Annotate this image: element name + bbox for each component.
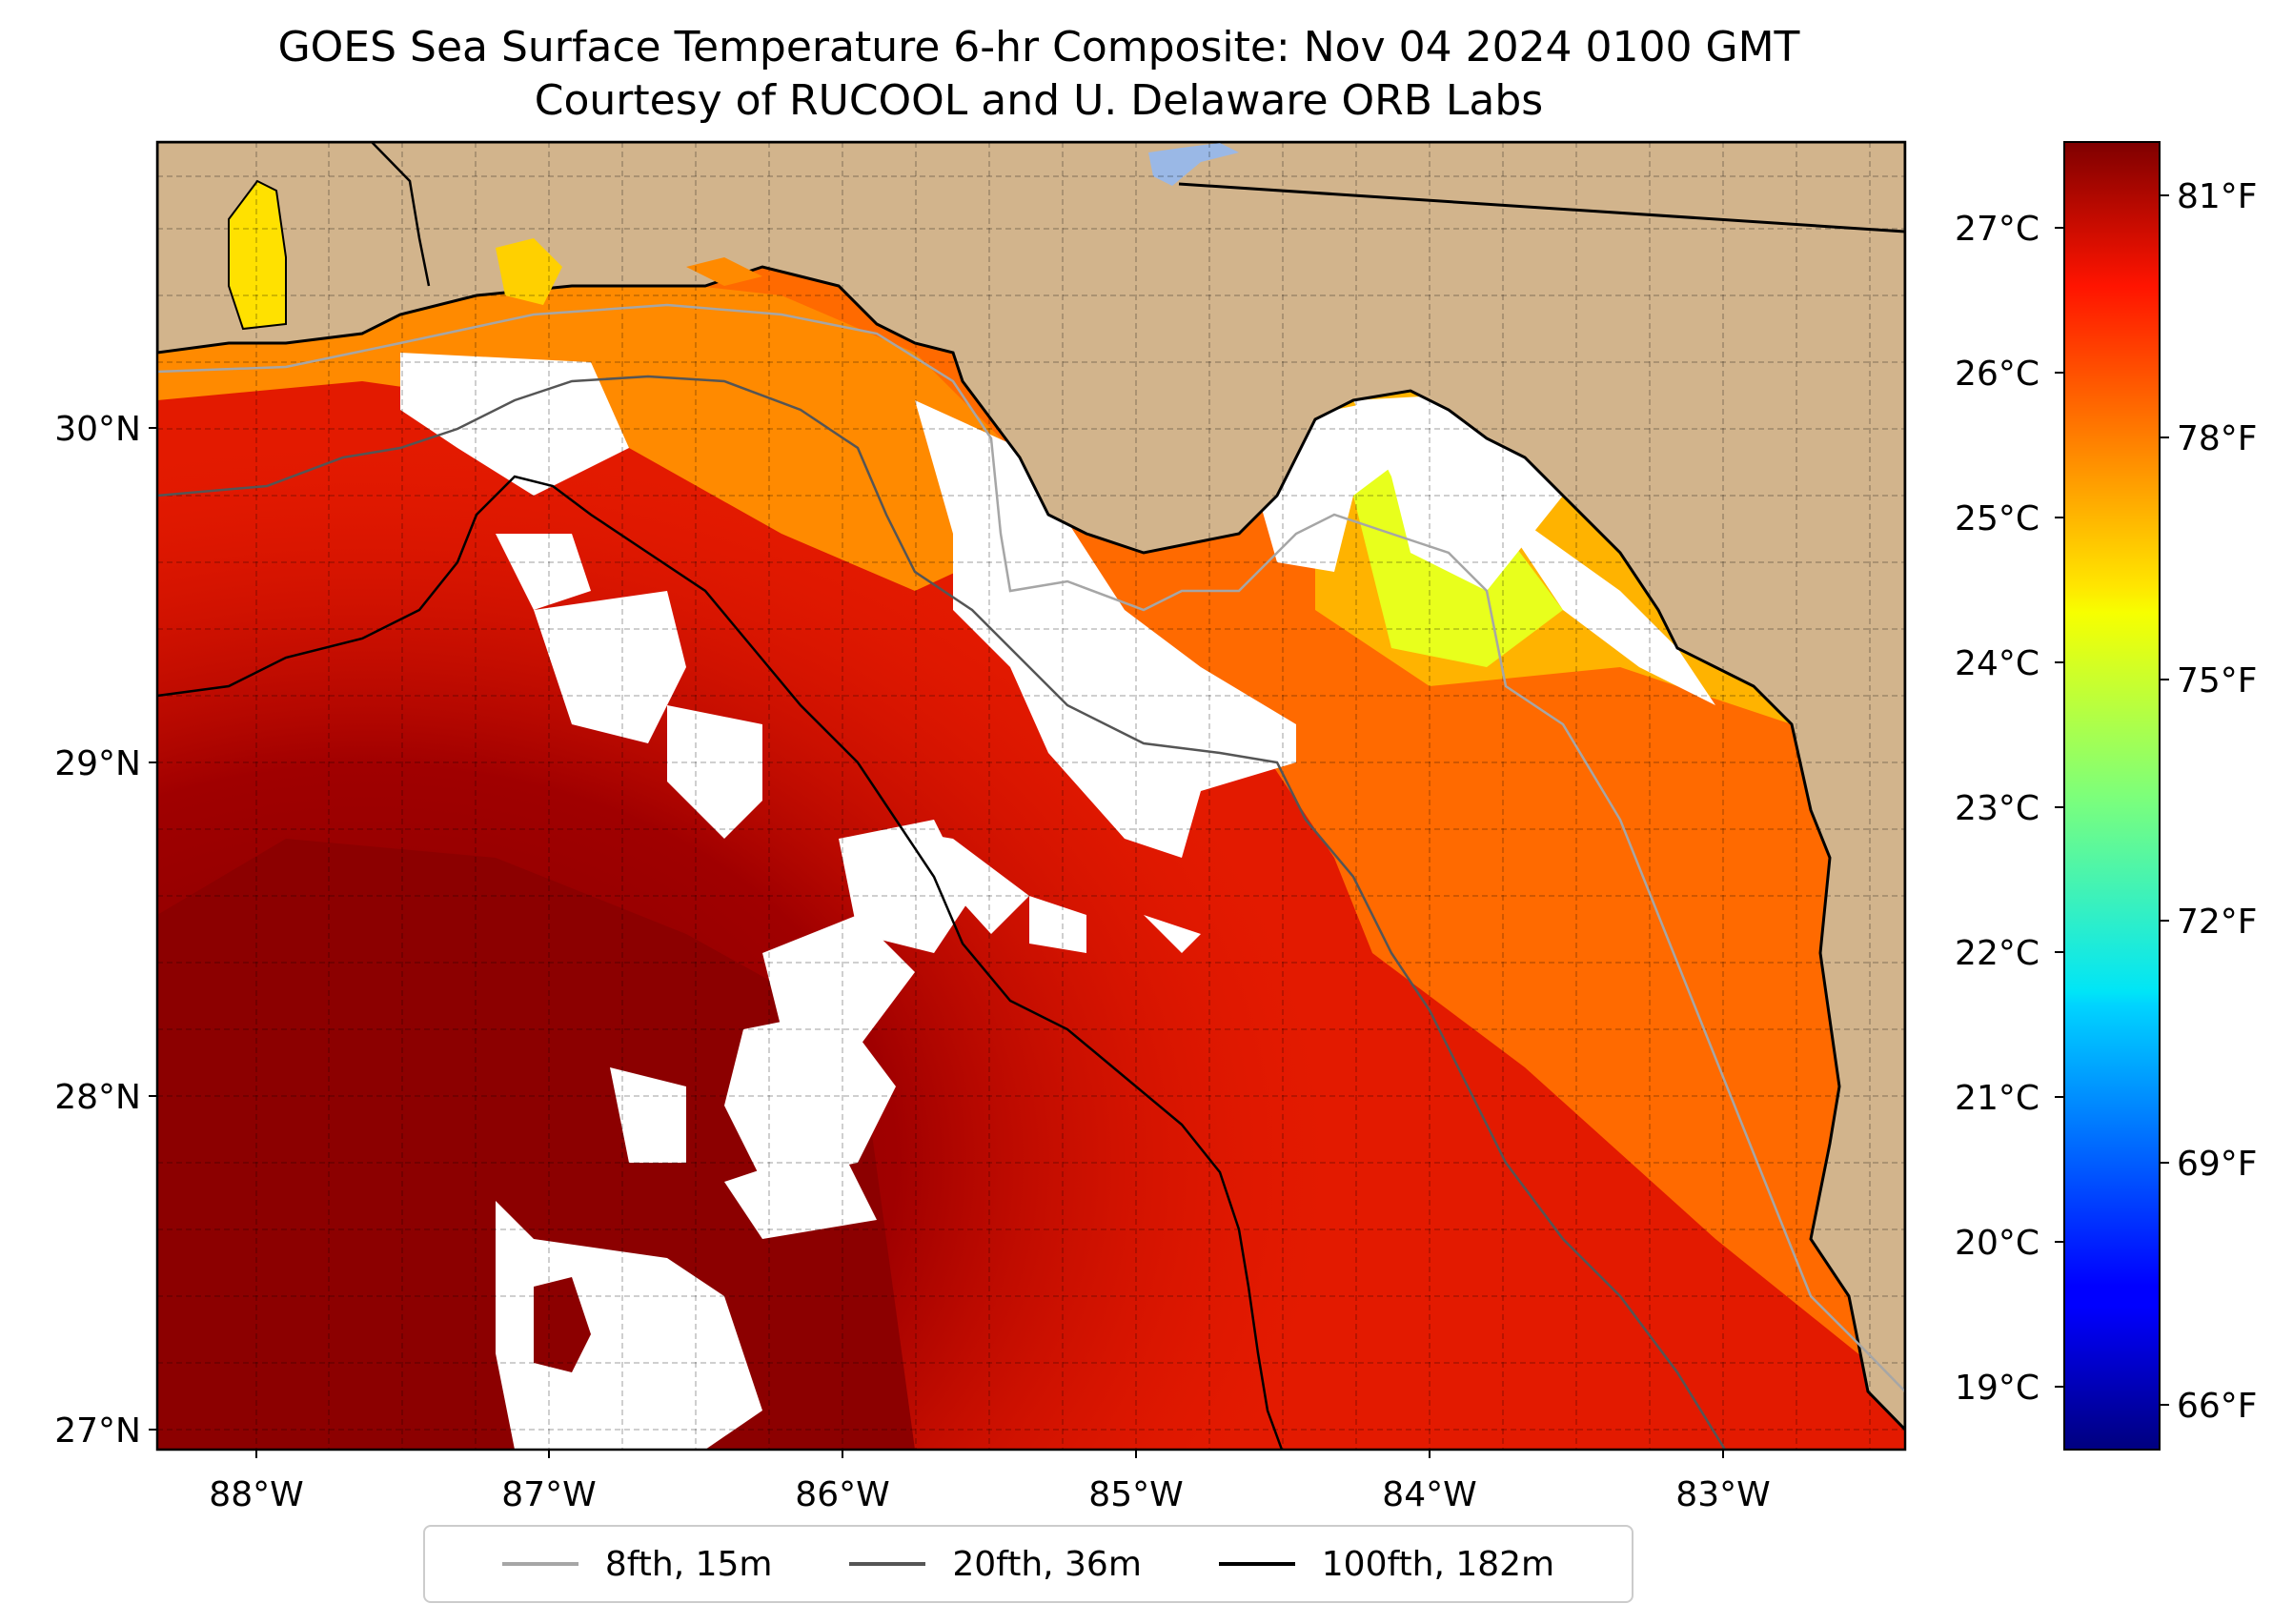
warm-island-in-cloud bbox=[534, 1277, 591, 1372]
no-data-mask bbox=[400, 353, 1715, 1450]
fahrenheit-tick-label: 72°F bbox=[2177, 903, 2258, 942]
legend-line-8fth bbox=[501, 1562, 578, 1566]
mobile-bay bbox=[228, 179, 287, 331]
state-border-west bbox=[371, 142, 431, 287]
celsius-tick-label: 23°C bbox=[1955, 789, 2039, 828]
colorbar bbox=[2063, 141, 2161, 1451]
lon-tick-label: 87°W bbox=[501, 1475, 596, 1514]
celsius-tick-label: 21°C bbox=[1955, 1079, 2039, 1118]
fahrenheit-tick-label: 69°F bbox=[2177, 1145, 2258, 1184]
celsius-tick-label: 27°C bbox=[1955, 210, 2039, 249]
lon-tick-label: 83°W bbox=[1675, 1475, 1770, 1514]
fahrenheit-tick-label: 66°F bbox=[2177, 1387, 2258, 1426]
legend-item-100fth: 100fth, 182m bbox=[1218, 1544, 1555, 1584]
lon-tick-label: 84°W bbox=[1382, 1475, 1476, 1514]
lat-tick-label: 29°N bbox=[54, 744, 141, 783]
legend-label-20fth: 20fth, 36m bbox=[952, 1544, 1142, 1584]
lat-tick-label: 30°N bbox=[54, 410, 141, 449]
map-panel bbox=[157, 142, 1905, 1450]
legend-item-8fth: 8fth, 15m bbox=[501, 1544, 773, 1584]
lon-tick-label: 88°W bbox=[209, 1475, 303, 1514]
pensacola-bay bbox=[496, 238, 562, 305]
legend-item-20fth: 20fth, 36m bbox=[849, 1545, 1142, 1584]
lat-tick-label: 28°N bbox=[54, 1078, 141, 1117]
colorbar-ticks bbox=[2055, 194, 2169, 1406]
legend-line-20fth bbox=[849, 1562, 926, 1566]
map-title: GOES Sea Surface Temperature 6-hr Compos… bbox=[277, 23, 1800, 71]
celsius-tick-label: 25°C bbox=[1955, 499, 2039, 538]
celsius-tick-label: 26°C bbox=[1955, 355, 2039, 394]
map-frame bbox=[155, 140, 1907, 1451]
legend-line-100fth bbox=[1218, 1562, 1295, 1566]
celsius-tick-label: 19°C bbox=[1955, 1369, 2039, 1408]
fahrenheit-tick-label: 81°F bbox=[2177, 177, 2258, 216]
lat-tick-label: 27°N bbox=[54, 1411, 141, 1451]
state-border bbox=[1178, 182, 1905, 233]
deep-warm-region bbox=[157, 839, 915, 1450]
isobath-legend: 8fth, 15m 20fth, 36m 100fth, 182m bbox=[423, 1525, 1634, 1603]
legend-label-8fth: 8fth, 15m bbox=[604, 1544, 773, 1584]
celsius-tick-label: 22°C bbox=[1955, 934, 2039, 973]
lon-tick-labels: 88°W 87°W 86°W 85°W 84°W 83°W bbox=[209, 1475, 1770, 1514]
colorbar-celsius-labels: 27°C 26°C 25°C 24°C 23°C 22°C 21°C 20°C … bbox=[1955, 210, 2039, 1408]
choctaw-bay bbox=[686, 257, 762, 286]
isobath-20fth-36m bbox=[157, 375, 1727, 1450]
axis-ticks bbox=[149, 427, 1724, 1458]
fahrenheit-tick-label: 75°F bbox=[2177, 661, 2258, 700]
land bbox=[157, 142, 1905, 1432]
map-subtitle: Courtesy of RUCOOL and U. Delaware ORB L… bbox=[534, 76, 1544, 125]
colorbar-fahrenheit-labels: 81°F 78°F 75°F 72°F 69°F 66°F bbox=[2177, 177, 2258, 1426]
lon-tick-label: 86°W bbox=[795, 1475, 889, 1514]
fahrenheit-tick-label: 78°F bbox=[2177, 419, 2258, 458]
lat-tick-labels: 30°N 29°N 28°N 27°N bbox=[54, 410, 141, 1451]
legend-label-100fth: 100fth, 182m bbox=[1321, 1544, 1555, 1584]
lon-tick-label: 85°W bbox=[1088, 1475, 1183, 1514]
lake bbox=[1148, 143, 1239, 186]
graticule bbox=[157, 142, 1905, 1450]
celsius-tick-label: 20°C bbox=[1955, 1224, 2039, 1263]
isobath-100fth-182m bbox=[157, 475, 1284, 1450]
celsius-tick-label: 24°C bbox=[1955, 644, 2039, 683]
isobath-8fth-15m bbox=[157, 303, 1905, 1392]
